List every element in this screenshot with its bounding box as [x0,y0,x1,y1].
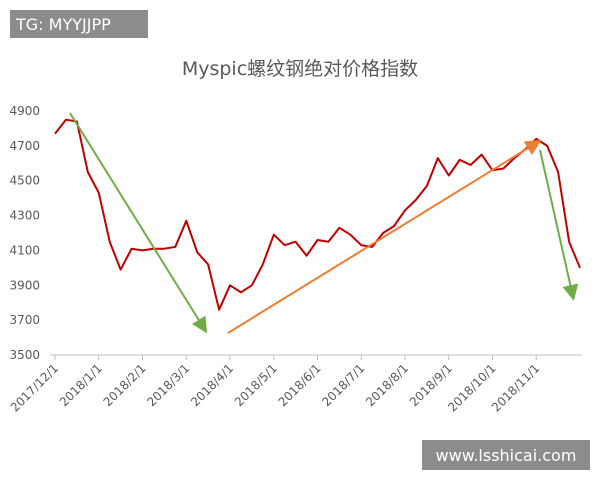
trend-arrow [69,112,208,334]
x-tick-label: 2018/4/1 [188,361,236,409]
chart-title: Myspic螺纹钢绝对价格指数 [182,58,418,80]
y-tick-label: 4300 [9,209,40,223]
watermark: TG: MYYJJPP [15,15,111,34]
watermark-box [10,10,148,38]
trend-arrow [227,139,542,334]
y-tick-label: 4100 [9,243,40,257]
x-tick-label: 2018/7/1 [319,361,367,409]
x-tick-label: 2018/1/1 [57,361,105,409]
x-tick-label: 2018/8/1 [363,361,411,409]
x-tick-label: 2018/6/1 [276,361,324,409]
trend-arrow [539,149,579,301]
watermark-box [422,440,590,470]
x-tick-label: 2018/5/1 [232,361,280,409]
x-tick-label: 2017/12/1 [8,361,61,414]
watermark: www.lsshicai.com [436,446,577,465]
x-tick-label: 2018/3/1 [144,361,192,409]
y-tick-label: 4700 [9,139,40,153]
y-tick-label: 4500 [9,174,40,188]
y-tick-label: 3500 [9,348,40,362]
x-tick-label: 2018/2/1 [101,361,149,409]
y-tick-label: 3900 [9,278,40,292]
y-tick-label: 3700 [9,313,40,327]
x-tick-label: 2018/11/1 [489,361,542,414]
y-tick-label: 4900 [9,104,40,118]
